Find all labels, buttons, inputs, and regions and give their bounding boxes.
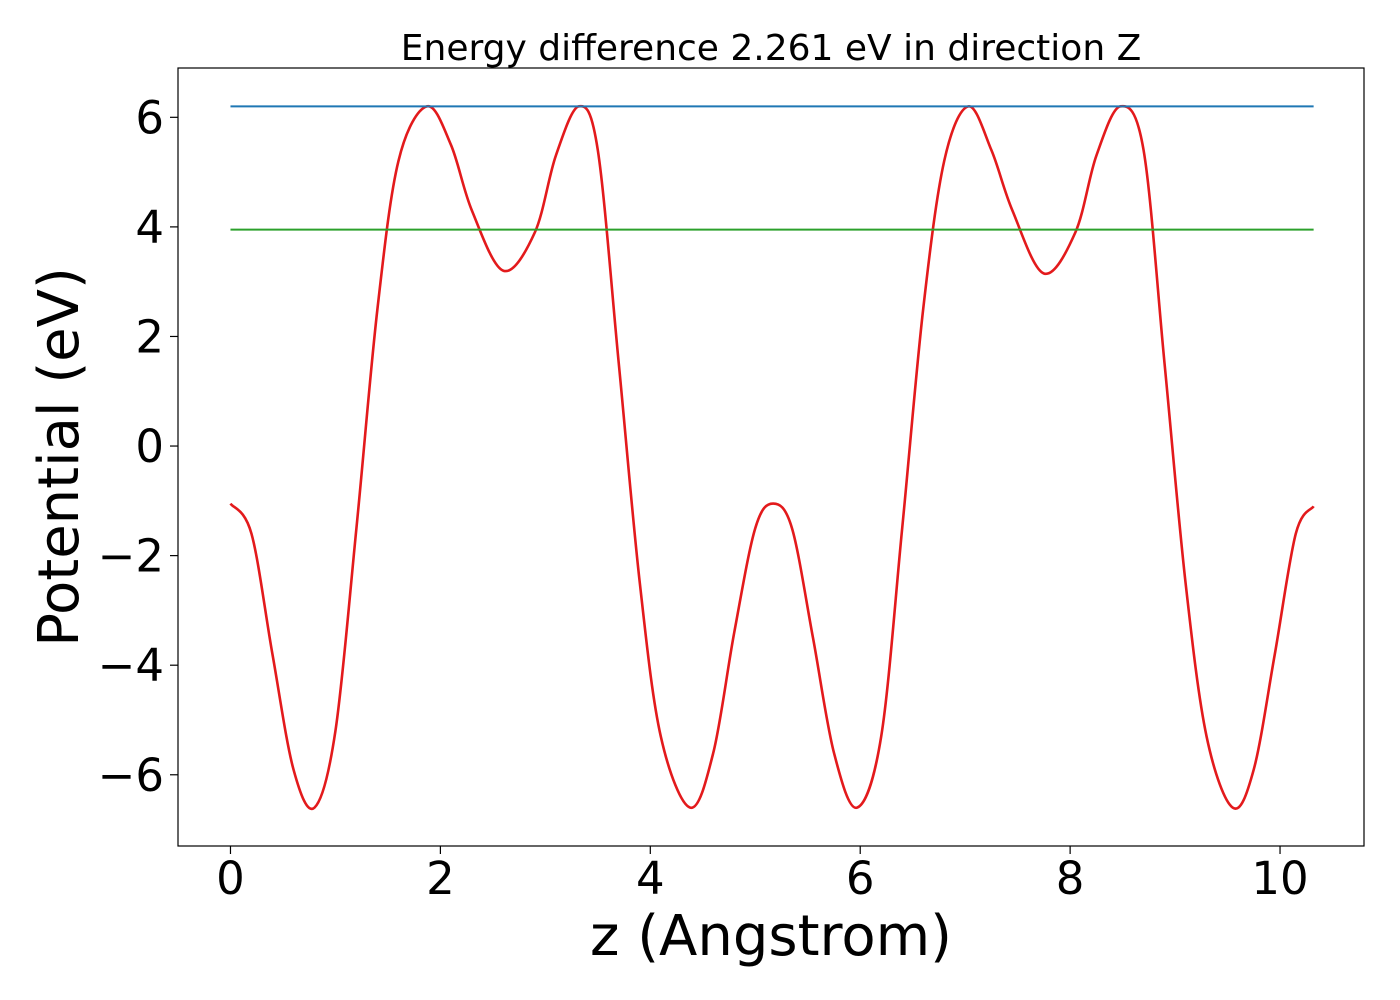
y-tick-label: −2	[98, 530, 164, 583]
series-line-0	[229, 104, 1315, 811]
y-tick-label: 2	[135, 310, 164, 363]
x-tick-label: 6	[846, 852, 875, 905]
x-axis: 0 2 4 6 8 10	[216, 846, 1309, 905]
chart-title: Energy difference 2.261 eV in direction …	[401, 28, 1142, 69]
y-tick-label: 4	[135, 201, 164, 254]
x-axis-label: z (Angstrom)	[590, 904, 952, 969]
x-tick-label: 0	[216, 852, 245, 905]
y-axis-label: Potential (eV)	[27, 267, 92, 647]
x-tick-label: 10	[1251, 852, 1308, 905]
y-axis: −6 −4 −2 0 2 4 6	[98, 91, 178, 802]
y-tick-label: −4	[98, 639, 164, 692]
y-tick-label: −6	[98, 749, 164, 802]
x-tick-label: 4	[636, 852, 665, 905]
y-tick-label: 6	[135, 91, 164, 144]
x-tick-label: 8	[1056, 852, 1085, 905]
x-tick-label: 2	[426, 852, 455, 905]
y-tick-label: 0	[135, 420, 164, 473]
series-layer	[229, 104, 1315, 811]
plot-frame	[177, 67, 1365, 847]
